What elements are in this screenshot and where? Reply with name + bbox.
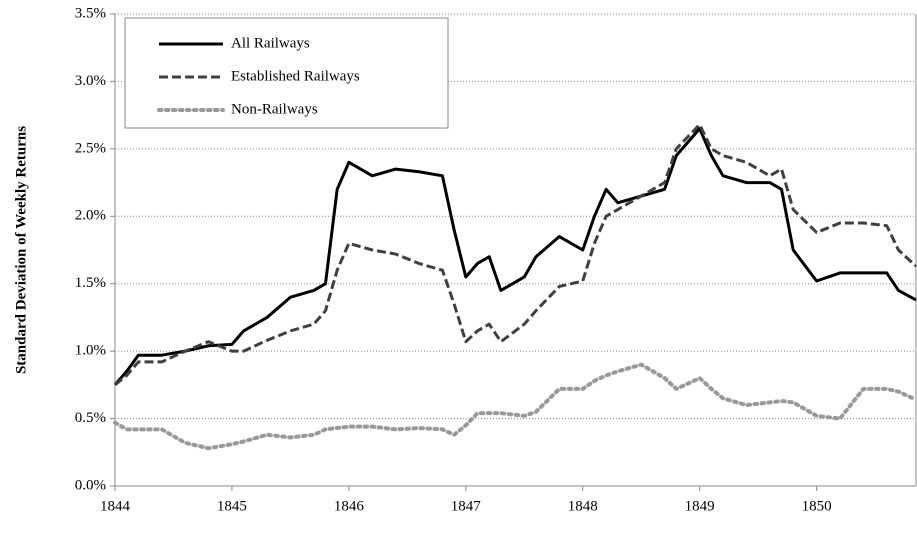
y-tick-label: 3.5% xyxy=(75,5,106,21)
x-tick-label: 1844 xyxy=(100,498,131,514)
legend-label: Established Railways xyxy=(231,68,360,84)
x-tick-label: 1849 xyxy=(685,498,715,514)
y-tick-label: 1.0% xyxy=(75,343,106,359)
y-tick-label: 2.5% xyxy=(75,140,106,156)
x-tick-label: 1846 xyxy=(334,498,365,514)
series-line xyxy=(113,127,917,386)
series-line xyxy=(113,362,917,451)
series-line xyxy=(114,123,917,387)
y-tick-label: 1.5% xyxy=(75,275,106,291)
y-tick-label: 0.0% xyxy=(75,477,106,493)
y-tick-label: 2.0% xyxy=(75,208,106,224)
y-axis-label: Standard Deviation of Weekly Returns xyxy=(13,126,29,374)
x-tick-label: 1848 xyxy=(568,498,598,514)
y-tick-label: 3.0% xyxy=(75,73,106,89)
x-tick-label: 1845 xyxy=(217,498,247,514)
y-tick-label: 0.5% xyxy=(75,410,106,426)
legend-label: All Railways xyxy=(231,35,310,51)
legend-label: Non-Railways xyxy=(231,101,318,117)
x-tick-label: 1850 xyxy=(802,498,832,514)
x-tick-label: 1847 xyxy=(451,498,482,514)
